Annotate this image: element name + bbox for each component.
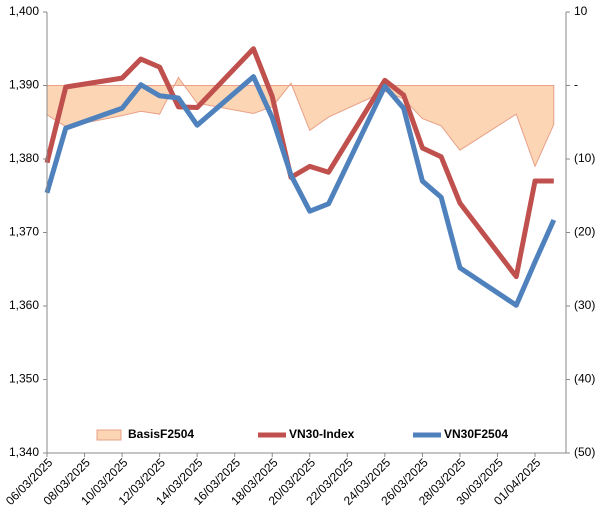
line (44, 74, 557, 308)
y2-tick-label: (40) (574, 372, 595, 386)
y2-tick-label: (20) (574, 225, 595, 239)
y2-tick-label: (50) (574, 445, 595, 459)
area (46, 76, 555, 168)
y2-tick-label: 10 (574, 4, 588, 18)
y2-tick-label: (30) (574, 298, 595, 312)
y-tick-label: 1,390 (9, 78, 39, 92)
legend-swatch (96, 429, 122, 441)
legend: BasisF2504 VN30-Index VN30F2504 (96, 427, 508, 441)
legend-label: BasisF2504 (128, 427, 194, 441)
y2-tick-label: (10) (574, 151, 595, 165)
y-tick-label: 1,350 (9, 372, 39, 386)
y-tick-label: 1,360 (9, 298, 39, 312)
y2-tick-label: - (574, 78, 578, 92)
legend-label: VN30F2504 (444, 427, 508, 441)
y-tick-label: 1,380 (9, 151, 39, 165)
line (44, 46, 554, 280)
y-tick-label: 1,370 (9, 225, 39, 239)
legend-label: VN30-Index (289, 427, 355, 441)
y-tick-label: 1,400 (9, 4, 39, 18)
y-tick-label: 1,340 (9, 445, 39, 459)
